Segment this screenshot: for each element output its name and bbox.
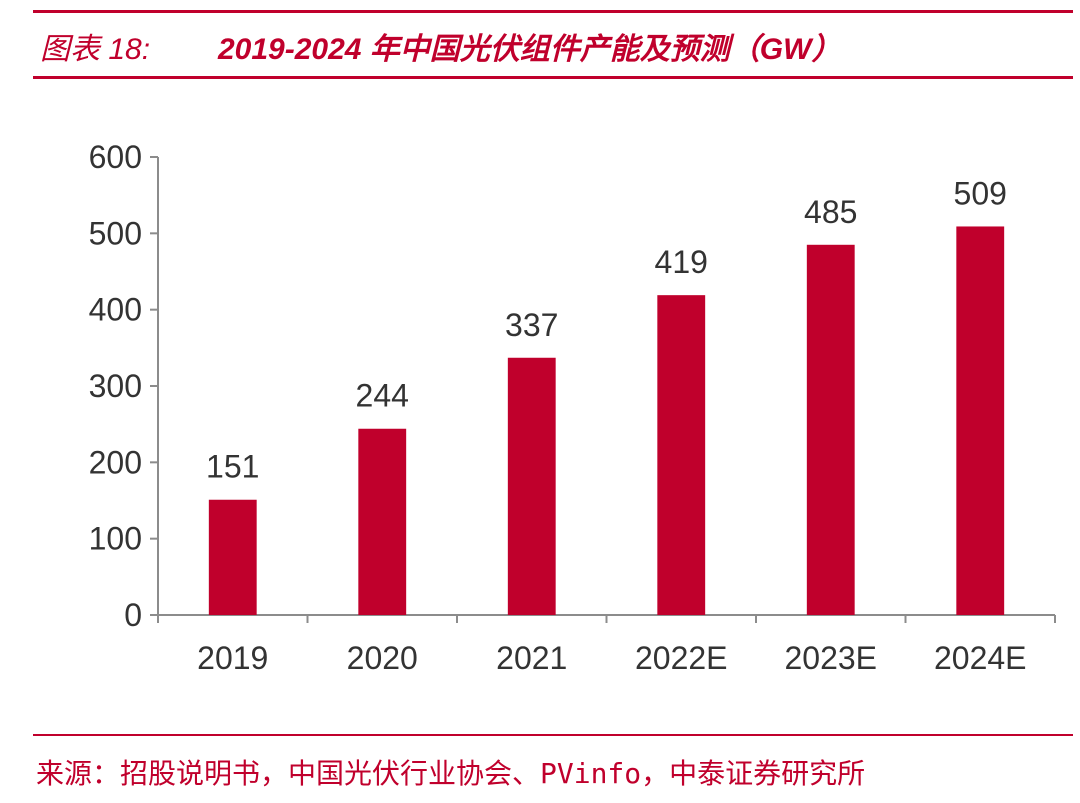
y-tick-label: 100 [89, 521, 142, 557]
x-tick-label-2022E: 2022E [635, 640, 728, 676]
data-label-2022E: 419 [655, 244, 708, 280]
x-axis: 2019 2020 2021 2022E 2023E 2024E [157, 614, 1056, 676]
y-tick-label: 0 [124, 597, 142, 633]
bar-2020 [358, 428, 407, 615]
data-label-2020: 244 [356, 378, 409, 414]
bar-2021 [507, 357, 556, 615]
y-axis: 0 100 200 300 400 500 600 [89, 139, 159, 633]
data-label-2019: 151 [206, 449, 259, 485]
chart-title: 2019-2024 年中国光伏组件产能及预测（GW） [218, 33, 842, 66]
y-tick-label: 400 [89, 292, 142, 328]
x-tick-label-2023E: 2023E [784, 640, 877, 676]
bar-chart: 0 100 200 300 400 500 600 2019 2020 2021 2022E 202… [89, 139, 1056, 676]
bottom-rule [33, 734, 1073, 736]
x-tick-label-2024E: 2024E [934, 640, 1027, 676]
bar-2022E [657, 295, 706, 615]
data-labels: 151 244 337 419 485 509 [206, 175, 1007, 484]
bar-2024E [956, 226, 1005, 616]
x-tick-label-2019: 2019 [197, 640, 268, 676]
source-note: 来源：招股说明书，中国光伏行业协会、PVinfo，中泰证券研究所 [36, 757, 866, 790]
bars [208, 226, 1005, 616]
data-label-2024E: 509 [954, 175, 1007, 211]
data-label-2023E: 485 [804, 194, 857, 230]
bar-2023E [806, 244, 855, 616]
title-rule [33, 76, 1073, 79]
top-rule [33, 10, 1073, 13]
data-label-2021: 337 [505, 307, 558, 343]
bar-2019 [208, 499, 257, 615]
y-tick-label: 200 [89, 444, 142, 480]
y-tick-label: 600 [89, 139, 142, 175]
x-tick-label-2020: 2020 [347, 640, 418, 676]
figure-label: 图表 18: [40, 33, 151, 66]
y-tick-label: 500 [89, 215, 142, 251]
x-tick-label-2021: 2021 [496, 640, 567, 676]
y-tick-label: 300 [89, 368, 142, 404]
